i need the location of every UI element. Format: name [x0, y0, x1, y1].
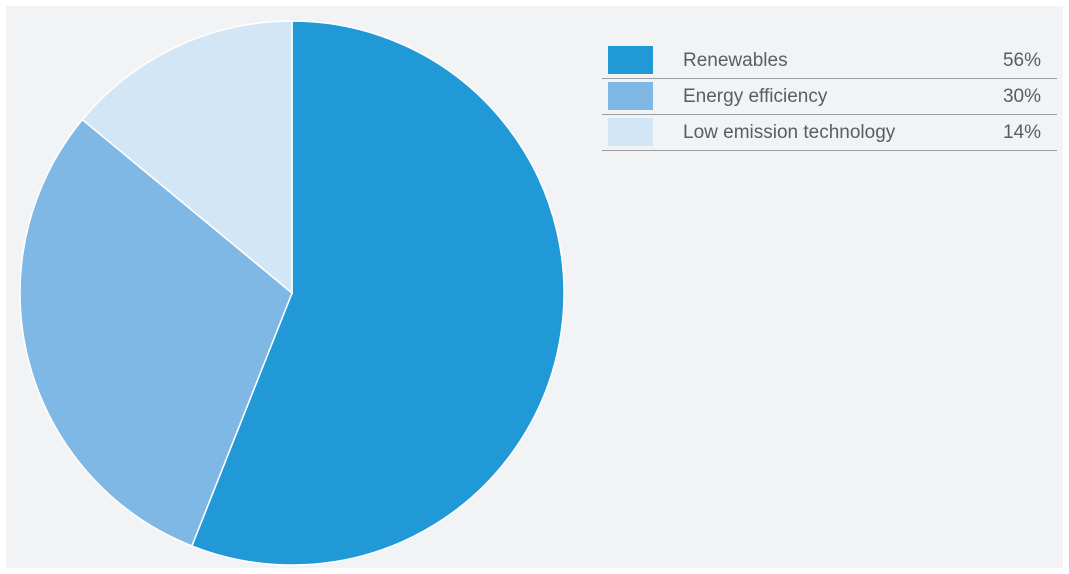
pie-slice-energy-efficiency	[19, 118, 293, 547]
legend-item-energy-efficiency: Energy efficiency 30%	[602, 79, 1057, 115]
pie-slice-low-emission-technology	[81, 20, 293, 295]
legend-swatch-low-emission-technology	[608, 118, 653, 146]
legend-value-renewables: 56%	[1002, 50, 1041, 71]
chart-frame: Renewables 56% Energy efficiency 30% Low…	[6, 6, 1063, 568]
pie-chart	[19, 20, 565, 566]
legend-value-energy-efficiency: 30%	[1002, 86, 1041, 107]
legend-item-low-emission-technology: Low emission technology 14%	[602, 115, 1057, 151]
legend-swatch-renewables	[608, 46, 653, 74]
legend-swatch-energy-efficiency	[608, 82, 653, 110]
legend: Renewables 56% Energy efficiency 30% Low…	[602, 43, 1057, 151]
legend-value-low-emission-technology: 14%	[1002, 122, 1041, 143]
legend-item-renewables: Renewables 56%	[602, 43, 1057, 79]
legend-label-energy-efficiency: Energy efficiency	[683, 86, 828, 107]
legend-label-low-emission-technology: Low emission technology	[683, 122, 896, 143]
pie-slice-renewables	[190, 20, 565, 566]
pie-slices	[19, 20, 565, 566]
legend-label-renewables: Renewables	[683, 50, 788, 71]
